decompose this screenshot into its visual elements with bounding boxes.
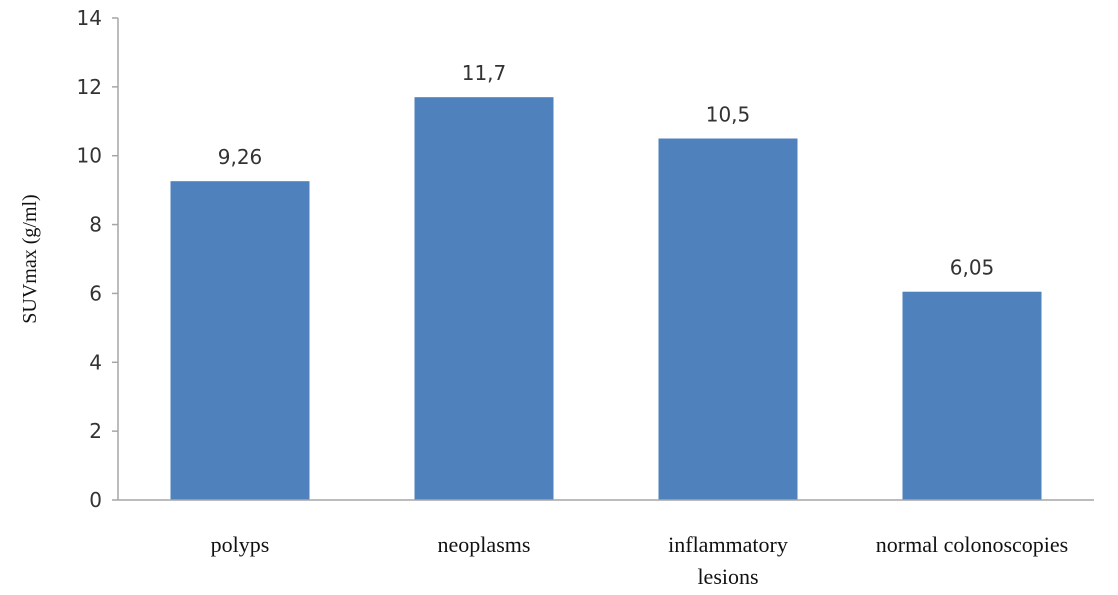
bar-value-label: 9,26 <box>218 145 263 169</box>
x-category-label: lesions <box>697 564 758 589</box>
data-labels: 9,26 11,7 10,5 6,05 <box>218 61 995 280</box>
y-tick-label: 6 <box>89 281 102 305</box>
x-category-label: inflammatory <box>668 532 788 557</box>
x-category-label: polyps <box>211 532 270 557</box>
y-tick-label: 12 <box>77 75 102 99</box>
bar <box>170 181 310 501</box>
y-tick-label: 10 <box>77 144 102 168</box>
bar <box>658 138 798 500</box>
y-axis-ticks: 0 2 4 6 8 10 12 14 <box>77 6 118 512</box>
y-axis-title: SUVmax (g/ml) <box>19 194 41 323</box>
y-tick-label: 8 <box>89 213 102 237</box>
y-tick-label: 14 <box>77 6 102 30</box>
bar-value-label: 11,7 <box>462 61 507 85</box>
y-tick-label: 2 <box>89 419 102 443</box>
x-category-label: normal colonoscopies <box>876 532 1068 557</box>
y-tick-label: 0 <box>89 488 102 512</box>
bar-value-label: 6,05 <box>950 256 995 280</box>
x-category-label: neoplasms <box>438 532 531 557</box>
y-tick-label: 4 <box>89 350 102 374</box>
bar <box>902 291 1042 500</box>
bar <box>414 97 554 500</box>
bars <box>170 97 1042 501</box>
x-axis-labels: polyps neoplasms inflammatory lesions normal… <box>211 532 1069 589</box>
bar-value-label: 10,5 <box>706 103 751 127</box>
